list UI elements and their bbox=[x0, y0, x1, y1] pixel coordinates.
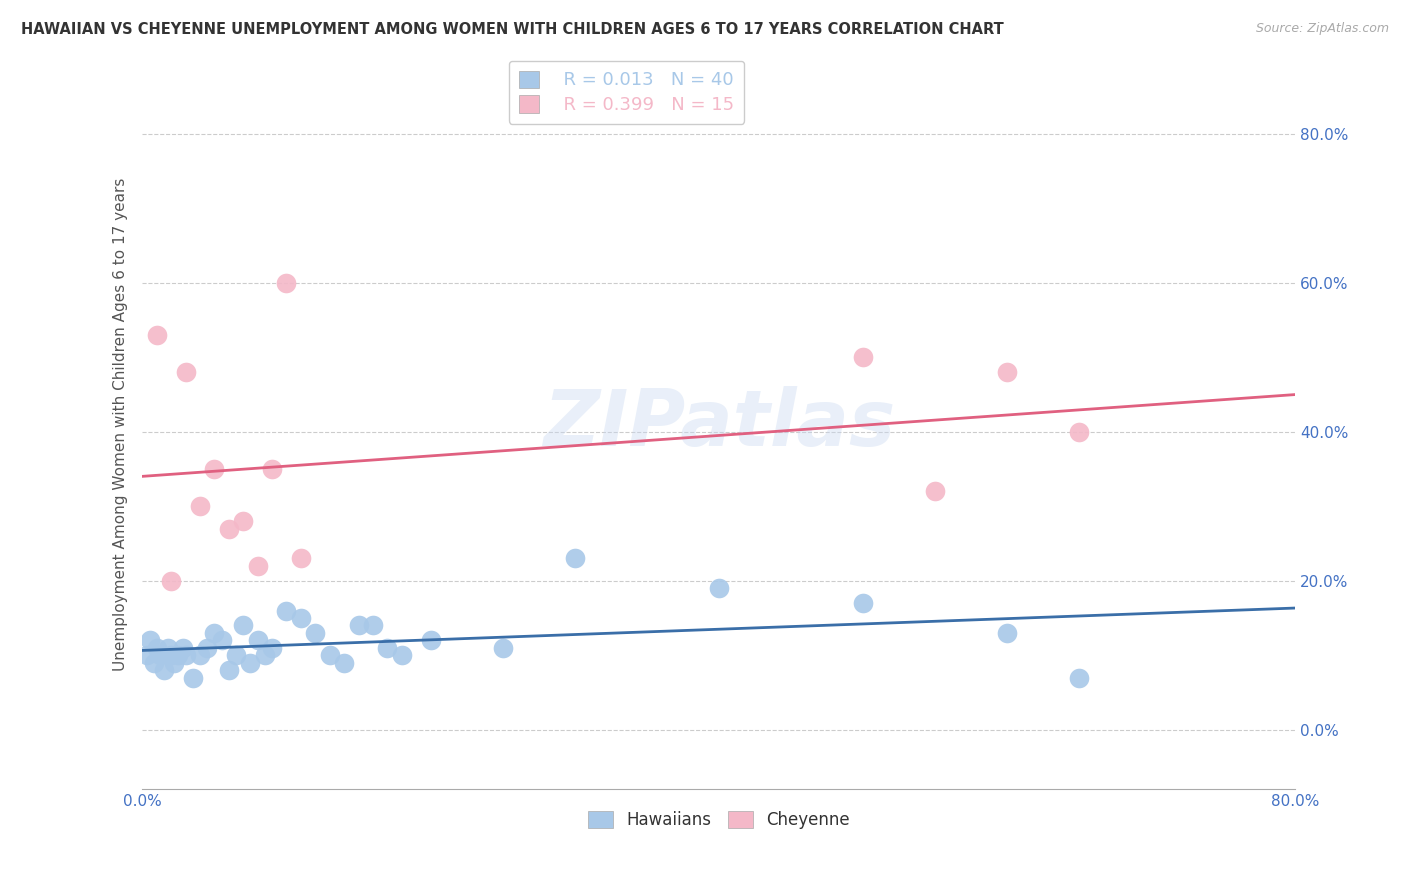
Point bbox=[276, 276, 298, 290]
Point bbox=[246, 633, 269, 648]
Point bbox=[188, 648, 211, 663]
Point bbox=[167, 648, 190, 663]
Point bbox=[218, 663, 240, 677]
Point bbox=[290, 611, 312, 625]
Legend: Hawaiians, Cheyenne: Hawaiians, Cheyenne bbox=[581, 804, 856, 836]
Text: Source: ZipAtlas.com: Source: ZipAtlas.com bbox=[1256, 22, 1389, 36]
Point bbox=[361, 618, 384, 632]
Point bbox=[377, 640, 399, 655]
Text: ZIPatlas: ZIPatlas bbox=[543, 386, 896, 462]
Point bbox=[246, 558, 269, 573]
Point bbox=[232, 618, 254, 632]
Point bbox=[225, 648, 247, 663]
Point bbox=[304, 625, 326, 640]
Point bbox=[157, 640, 180, 655]
Point bbox=[276, 603, 298, 617]
Point bbox=[195, 640, 218, 655]
Point bbox=[1069, 671, 1091, 685]
Point bbox=[852, 596, 875, 610]
Point bbox=[260, 462, 283, 476]
Point bbox=[924, 484, 946, 499]
Point bbox=[145, 640, 167, 655]
Point bbox=[1069, 425, 1091, 439]
Point bbox=[149, 648, 172, 663]
Point bbox=[492, 640, 515, 655]
Point bbox=[290, 551, 312, 566]
Point bbox=[135, 648, 157, 663]
Point bbox=[707, 581, 730, 595]
Point bbox=[174, 365, 197, 379]
Point bbox=[260, 640, 283, 655]
Point bbox=[852, 351, 875, 365]
Point bbox=[202, 625, 225, 640]
Point bbox=[419, 633, 441, 648]
Y-axis label: Unemployment Among Women with Children Ages 6 to 17 years: Unemployment Among Women with Children A… bbox=[114, 178, 128, 671]
Point bbox=[564, 551, 586, 566]
Point bbox=[995, 365, 1018, 379]
Point bbox=[160, 574, 183, 588]
Point bbox=[142, 656, 165, 670]
Point bbox=[153, 663, 176, 677]
Point bbox=[174, 648, 197, 663]
Point bbox=[232, 514, 254, 528]
Point bbox=[202, 462, 225, 476]
Point bbox=[163, 656, 186, 670]
Point bbox=[188, 500, 211, 514]
Point bbox=[138, 633, 160, 648]
Point bbox=[160, 648, 183, 663]
Point bbox=[253, 648, 276, 663]
Point bbox=[218, 522, 240, 536]
Point bbox=[347, 618, 370, 632]
Point bbox=[318, 648, 340, 663]
Point bbox=[145, 328, 167, 343]
Point bbox=[172, 640, 194, 655]
Point bbox=[239, 656, 262, 670]
Point bbox=[333, 656, 356, 670]
Point bbox=[995, 625, 1018, 640]
Point bbox=[181, 671, 204, 685]
Point bbox=[391, 648, 413, 663]
Text: HAWAIIAN VS CHEYENNE UNEMPLOYMENT AMONG WOMEN WITH CHILDREN AGES 6 TO 17 YEARS C: HAWAIIAN VS CHEYENNE UNEMPLOYMENT AMONG … bbox=[21, 22, 1004, 37]
Point bbox=[211, 633, 233, 648]
